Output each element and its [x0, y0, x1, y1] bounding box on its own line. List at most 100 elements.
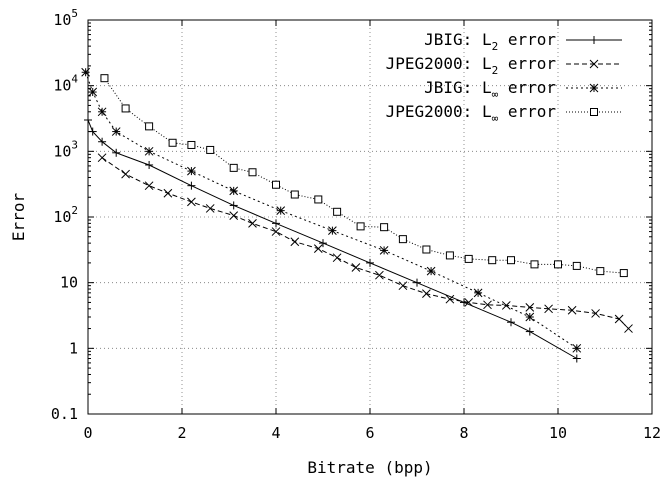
data-point-x: [163, 188, 173, 198]
y-tick-base: 1: [69, 339, 78, 357]
data-point-x: [445, 294, 455, 304]
legend-label: JBIG: L2 error: [424, 30, 556, 53]
data-point-plus: [319, 239, 327, 248]
data-point-square: [333, 207, 342, 216]
data-point-square: [380, 223, 389, 232]
legend-entry: JBIG: L∞ error: [424, 78, 622, 101]
y-axis-label: Error: [9, 193, 28, 242]
data-point-square: [356, 222, 365, 231]
x-tick-label: 10: [549, 424, 567, 442]
data-point-plus: [187, 181, 196, 190]
data-point-plus: [88, 127, 97, 136]
x-tick-label: 2: [177, 424, 186, 442]
data-point-x: [144, 181, 154, 191]
legend-label-main: JPEG2000: L: [386, 102, 492, 121]
data-point-plus: [507, 318, 515, 327]
data-point-square: [314, 195, 323, 204]
data-point-x: [544, 304, 553, 314]
data-point-square: [229, 163, 238, 172]
data-point-star: [525, 312, 535, 322]
data-point-plus: [84, 116, 92, 125]
series-line: [85, 72, 578, 349]
data-point-plus: [272, 219, 280, 228]
data-point-x: [624, 324, 633, 333]
data-point-x: [422, 289, 431, 299]
data-point-x: [591, 309, 600, 318]
y-tick-exponent: 5: [71, 7, 78, 20]
data-point-x: [567, 305, 577, 315]
data-point-plus: [366, 258, 374, 267]
data-point-square: [530, 260, 539, 269]
data-point-square: [422, 245, 431, 254]
data-point-star: [111, 127, 121, 136]
legend-label-subscript: ∞: [492, 88, 499, 101]
legend-label-tail: error: [498, 78, 556, 97]
legend-entry: JBIG: L2 error: [424, 30, 622, 53]
legend-label-subscript: 2: [492, 64, 499, 77]
data-point-x: [271, 227, 281, 236]
data-point-x: [290, 237, 300, 247]
data-point-star: [473, 288, 483, 298]
data-point-x: [313, 244, 323, 253]
y-tick-base: 10: [53, 142, 71, 160]
data-point-square: [290, 190, 299, 199]
data-point-star: [229, 186, 239, 196]
y-tick-exponent: 3: [71, 138, 78, 151]
legend-label-subscript: 2: [492, 40, 499, 53]
data-point-square: [398, 235, 407, 244]
data-point-square: [272, 180, 280, 189]
data-point-x: [229, 211, 239, 220]
data-point-star: [379, 246, 389, 255]
data-series: [81, 67, 633, 363]
data-point-square: [121, 104, 130, 113]
data-point-x: [121, 169, 130, 179]
data-point-x: [525, 303, 535, 312]
data-point-star: [328, 226, 337, 235]
data-point-square: [445, 251, 454, 260]
y-tick-label: 10: [60, 274, 78, 292]
data-point-x: [97, 153, 107, 163]
data-point-x: [589, 59, 599, 69]
legend-label: JBIG: L∞ error: [424, 78, 556, 101]
data-point-x: [464, 298, 474, 307]
data-point-x: [248, 219, 257, 228]
legend-entry: JPEG2000: L2 error: [386, 54, 622, 77]
series-1: [84, 116, 581, 363]
data-point-x: [187, 197, 196, 207]
data-point-star: [572, 343, 582, 353]
y-tick-label: 105: [53, 7, 78, 29]
legend-label-main: JBIG: L: [424, 30, 491, 49]
data-point-star: [88, 87, 98, 97]
x-tick-label: 12: [643, 424, 661, 442]
y-tick-base: 10: [53, 208, 71, 226]
data-point-square: [507, 256, 515, 265]
data-point-x: [614, 314, 624, 324]
data-point-square: [554, 260, 562, 269]
data-point-square: [590, 108, 598, 116]
y-tick-label: 104: [53, 73, 78, 95]
data-point-plus: [145, 160, 154, 169]
legend-label-subscript: ∞: [492, 112, 499, 125]
legend-label-tail: error: [498, 30, 556, 49]
data-point-square: [187, 140, 196, 149]
data-point-plus: [229, 201, 238, 210]
data-point-square: [572, 261, 581, 270]
y-tick-label: 1: [69, 339, 78, 357]
data-point-square: [596, 267, 605, 276]
x-tick-label: 8: [459, 424, 468, 442]
data-point-star: [276, 206, 286, 215]
data-point-square: [619, 269, 628, 278]
legend-label-tail: error: [498, 102, 556, 121]
series-line: [101, 157, 629, 329]
data-point-square: [168, 138, 177, 147]
data-point-x: [398, 281, 408, 291]
series-3: [81, 67, 582, 353]
y-tick-base: 0.1: [51, 405, 78, 423]
data-point-star: [426, 266, 436, 276]
data-point-plus: [112, 148, 121, 157]
data-point-plus: [590, 36, 598, 44]
data-point-x: [483, 300, 492, 310]
data-point-plus: [572, 354, 581, 363]
